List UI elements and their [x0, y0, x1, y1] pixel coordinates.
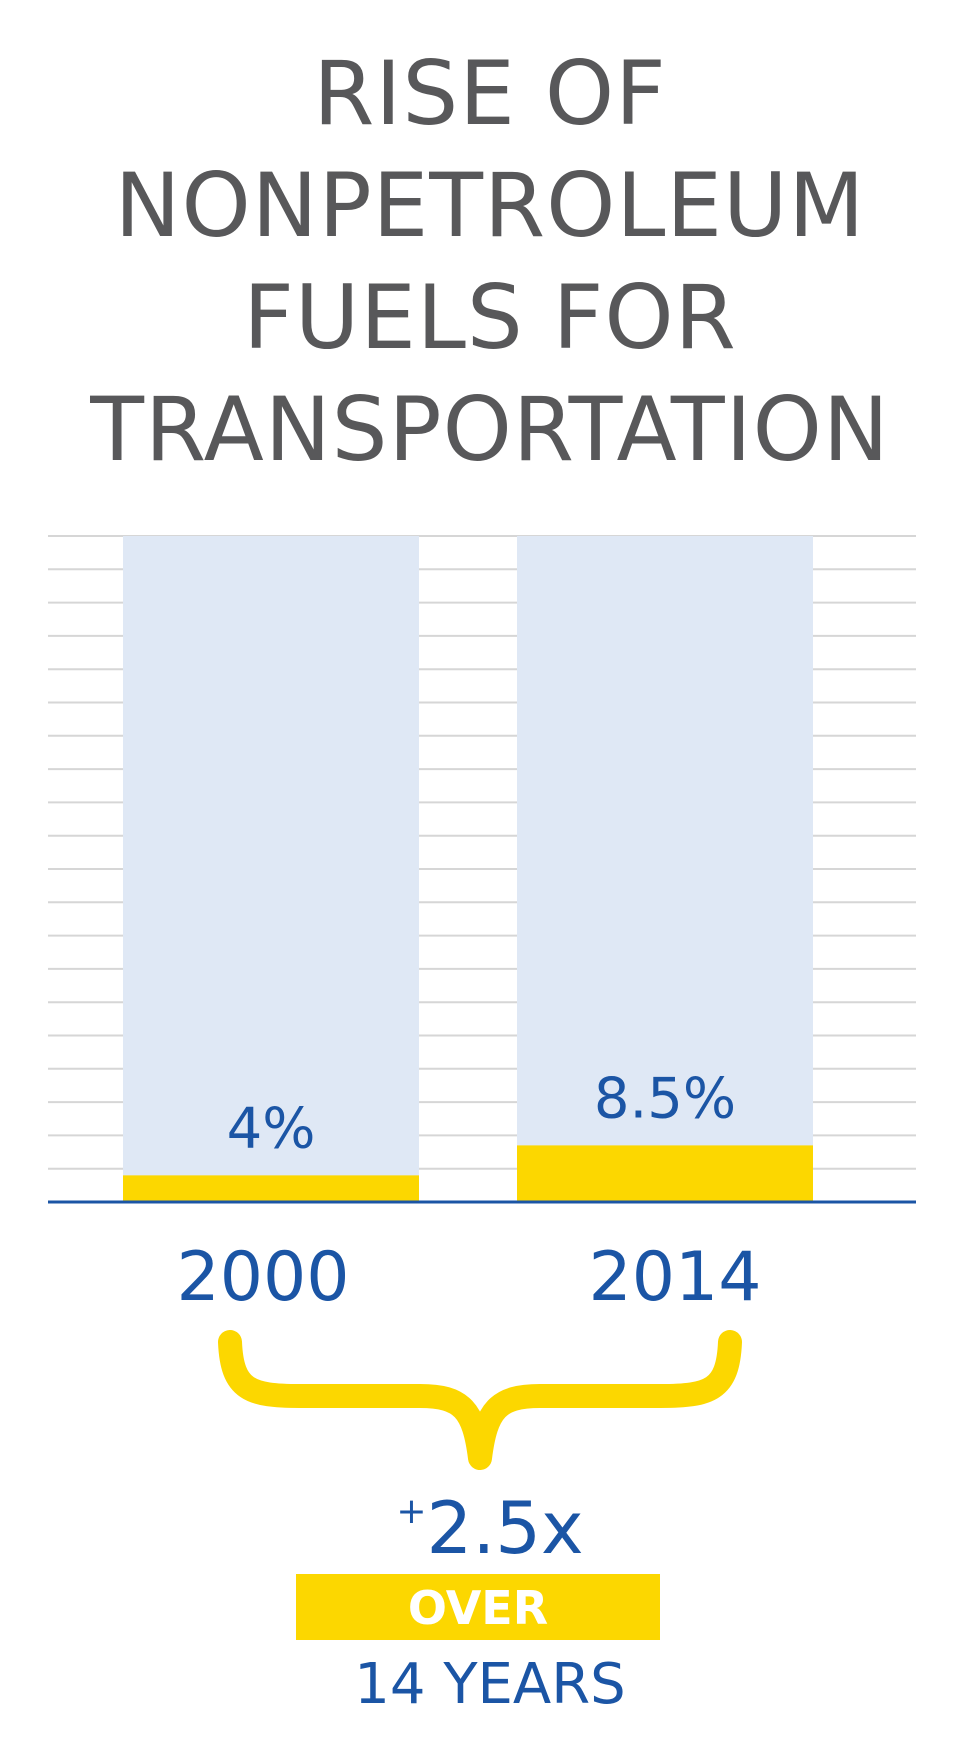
growth-multiplier: +2.5x	[0, 1472, 980, 1568]
multiplier-sign: +	[396, 1491, 427, 1532]
data-label-2014: 8.5%	[594, 1066, 736, 1131]
data-label-2000: 4%	[227, 1096, 316, 1161]
title-line-3: FUELS FOR	[243, 266, 737, 369]
title-line-2: NONPETROLEUM	[114, 154, 866, 257]
x-tick-label: 2014	[588, 1238, 761, 1317]
over-badge: OVER	[296, 1574, 660, 1640]
title-line-4: TRANSPORTATION	[90, 378, 890, 481]
multiplier-value: 2.5x	[426, 1486, 584, 1570]
curly-brace-icon	[218, 1330, 742, 1470]
x-tick-label: 2000	[176, 1238, 349, 1317]
bars: 4% 8.5%	[123, 536, 813, 1202]
title-line-1: RISE OF	[313, 42, 667, 145]
x-tick-labels: 2000 2014	[176, 1238, 761, 1317]
bar-2000	[123, 1175, 419, 1202]
bar-2014	[517, 1145, 813, 1202]
bar-background-2014	[517, 536, 813, 1202]
chart-title: RISE OF NONPETROLEUM FUELS FOR TRANSPORT…	[0, 38, 980, 486]
bar-background-2000	[123, 536, 419, 1202]
period-label: 14 YEARS	[354, 1652, 626, 1717]
